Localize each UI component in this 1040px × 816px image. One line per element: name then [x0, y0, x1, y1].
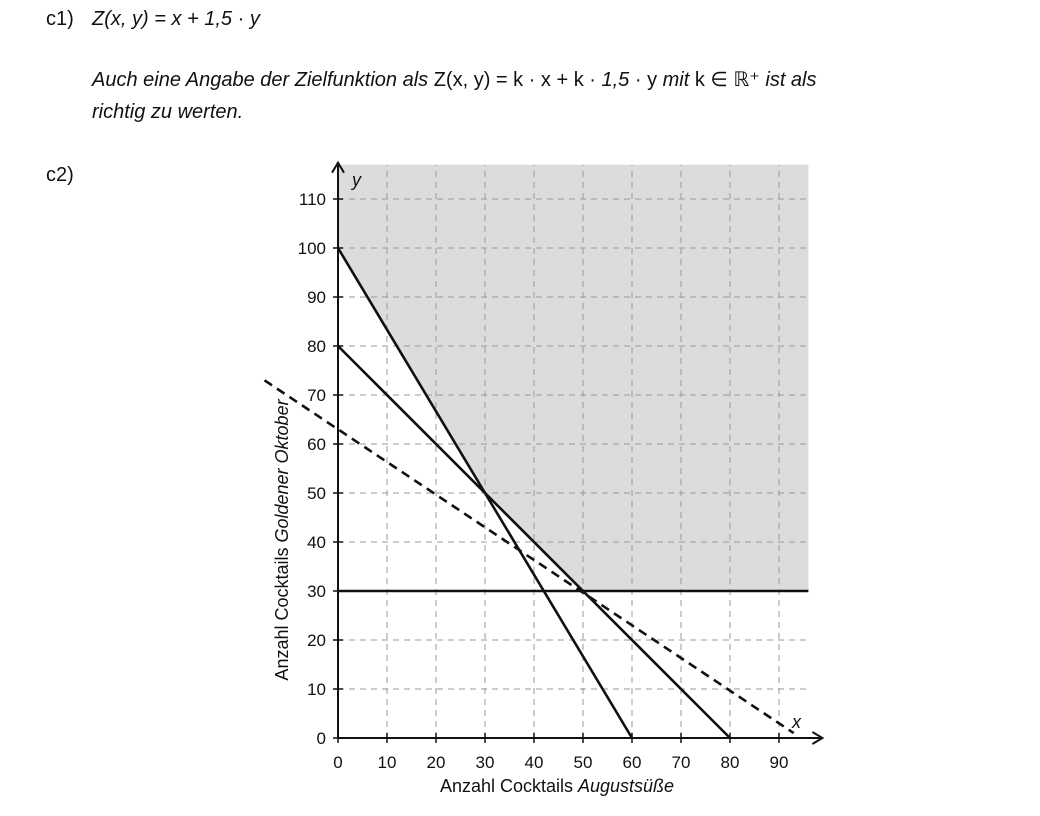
note-part1: Auch eine Angabe der Zielfunktion als	[92, 69, 434, 91]
x-axis-label-italic: Augustsüße	[577, 776, 674, 796]
note-condition: k ∈ ℝ⁺	[694, 69, 760, 91]
x-tick-label-70: 70	[672, 753, 691, 772]
y-axis-symbol: y	[350, 170, 362, 190]
feasible-region	[338, 164, 809, 591]
x-axis-label: Anzahl Cocktails Augustsüße	[440, 776, 674, 796]
x-tick-label-20: 20	[427, 753, 446, 772]
x-axis-symbol: x	[791, 712, 802, 732]
y-tick-label-40: 40	[307, 533, 326, 552]
constraint-line-1	[337, 345, 731, 739]
part-c2-label: c2)	[46, 164, 74, 186]
note-factor: 1,5	[601, 69, 630, 91]
x-tick-label-10: 10	[378, 753, 397, 772]
y-tick-label-30: 30	[307, 582, 326, 601]
x-tick-label-50: 50	[574, 753, 593, 772]
y-tick-label-110: 110	[299, 190, 326, 209]
y-tick-label-50: 50	[307, 484, 326, 503]
y-tick-label-60: 60	[307, 435, 326, 454]
note-text: Auch eine Angabe der Zielfunktion als Z(…	[92, 64, 992, 128]
note-part3: ist als	[759, 69, 817, 91]
y-axis-label-italic: Goldener Oktober	[272, 398, 292, 542]
y-tick-label-90: 90	[307, 288, 326, 307]
note-formula-end: · y	[629, 69, 658, 91]
x-tick-label-60: 60	[623, 753, 642, 772]
part-c1-label: c1)	[46, 8, 74, 30]
y-tick-label-0: 0	[317, 729, 326, 748]
note-part2: mit	[657, 69, 695, 91]
objective-function: Z(x, y) = x + 1,5 · y	[92, 8, 260, 30]
y-tick-label-80: 80	[307, 337, 326, 356]
y-tick-label-100: 100	[298, 239, 326, 258]
y-tick-label-20: 20	[307, 631, 326, 650]
x-tick-label-90: 90	[770, 753, 789, 772]
x-axis-arrow	[811, 731, 825, 745]
y-axis-label: Anzahl Cocktails Goldener Oktober	[272, 398, 292, 680]
y-axis-arrow	[331, 160, 345, 174]
note-line2: richtig zu werten.	[92, 101, 244, 123]
note-formula: Z(x, y) = k · x + k ·	[433, 69, 602, 91]
x-tick-label-30: 30	[476, 753, 495, 772]
y-tick-label-10: 10	[307, 680, 326, 699]
x-axis-label-prefix: Anzahl Cocktails	[440, 776, 578, 796]
x-tick-label-80: 80	[721, 753, 740, 772]
objective-line-3	[263, 379, 795, 735]
x-tick-label-40: 40	[525, 753, 544, 772]
y-tick-label-70: 70	[307, 386, 326, 405]
y-axis-label-prefix: Anzahl Cocktails	[272, 543, 292, 681]
x-tick-label-0: 0	[333, 753, 342, 772]
